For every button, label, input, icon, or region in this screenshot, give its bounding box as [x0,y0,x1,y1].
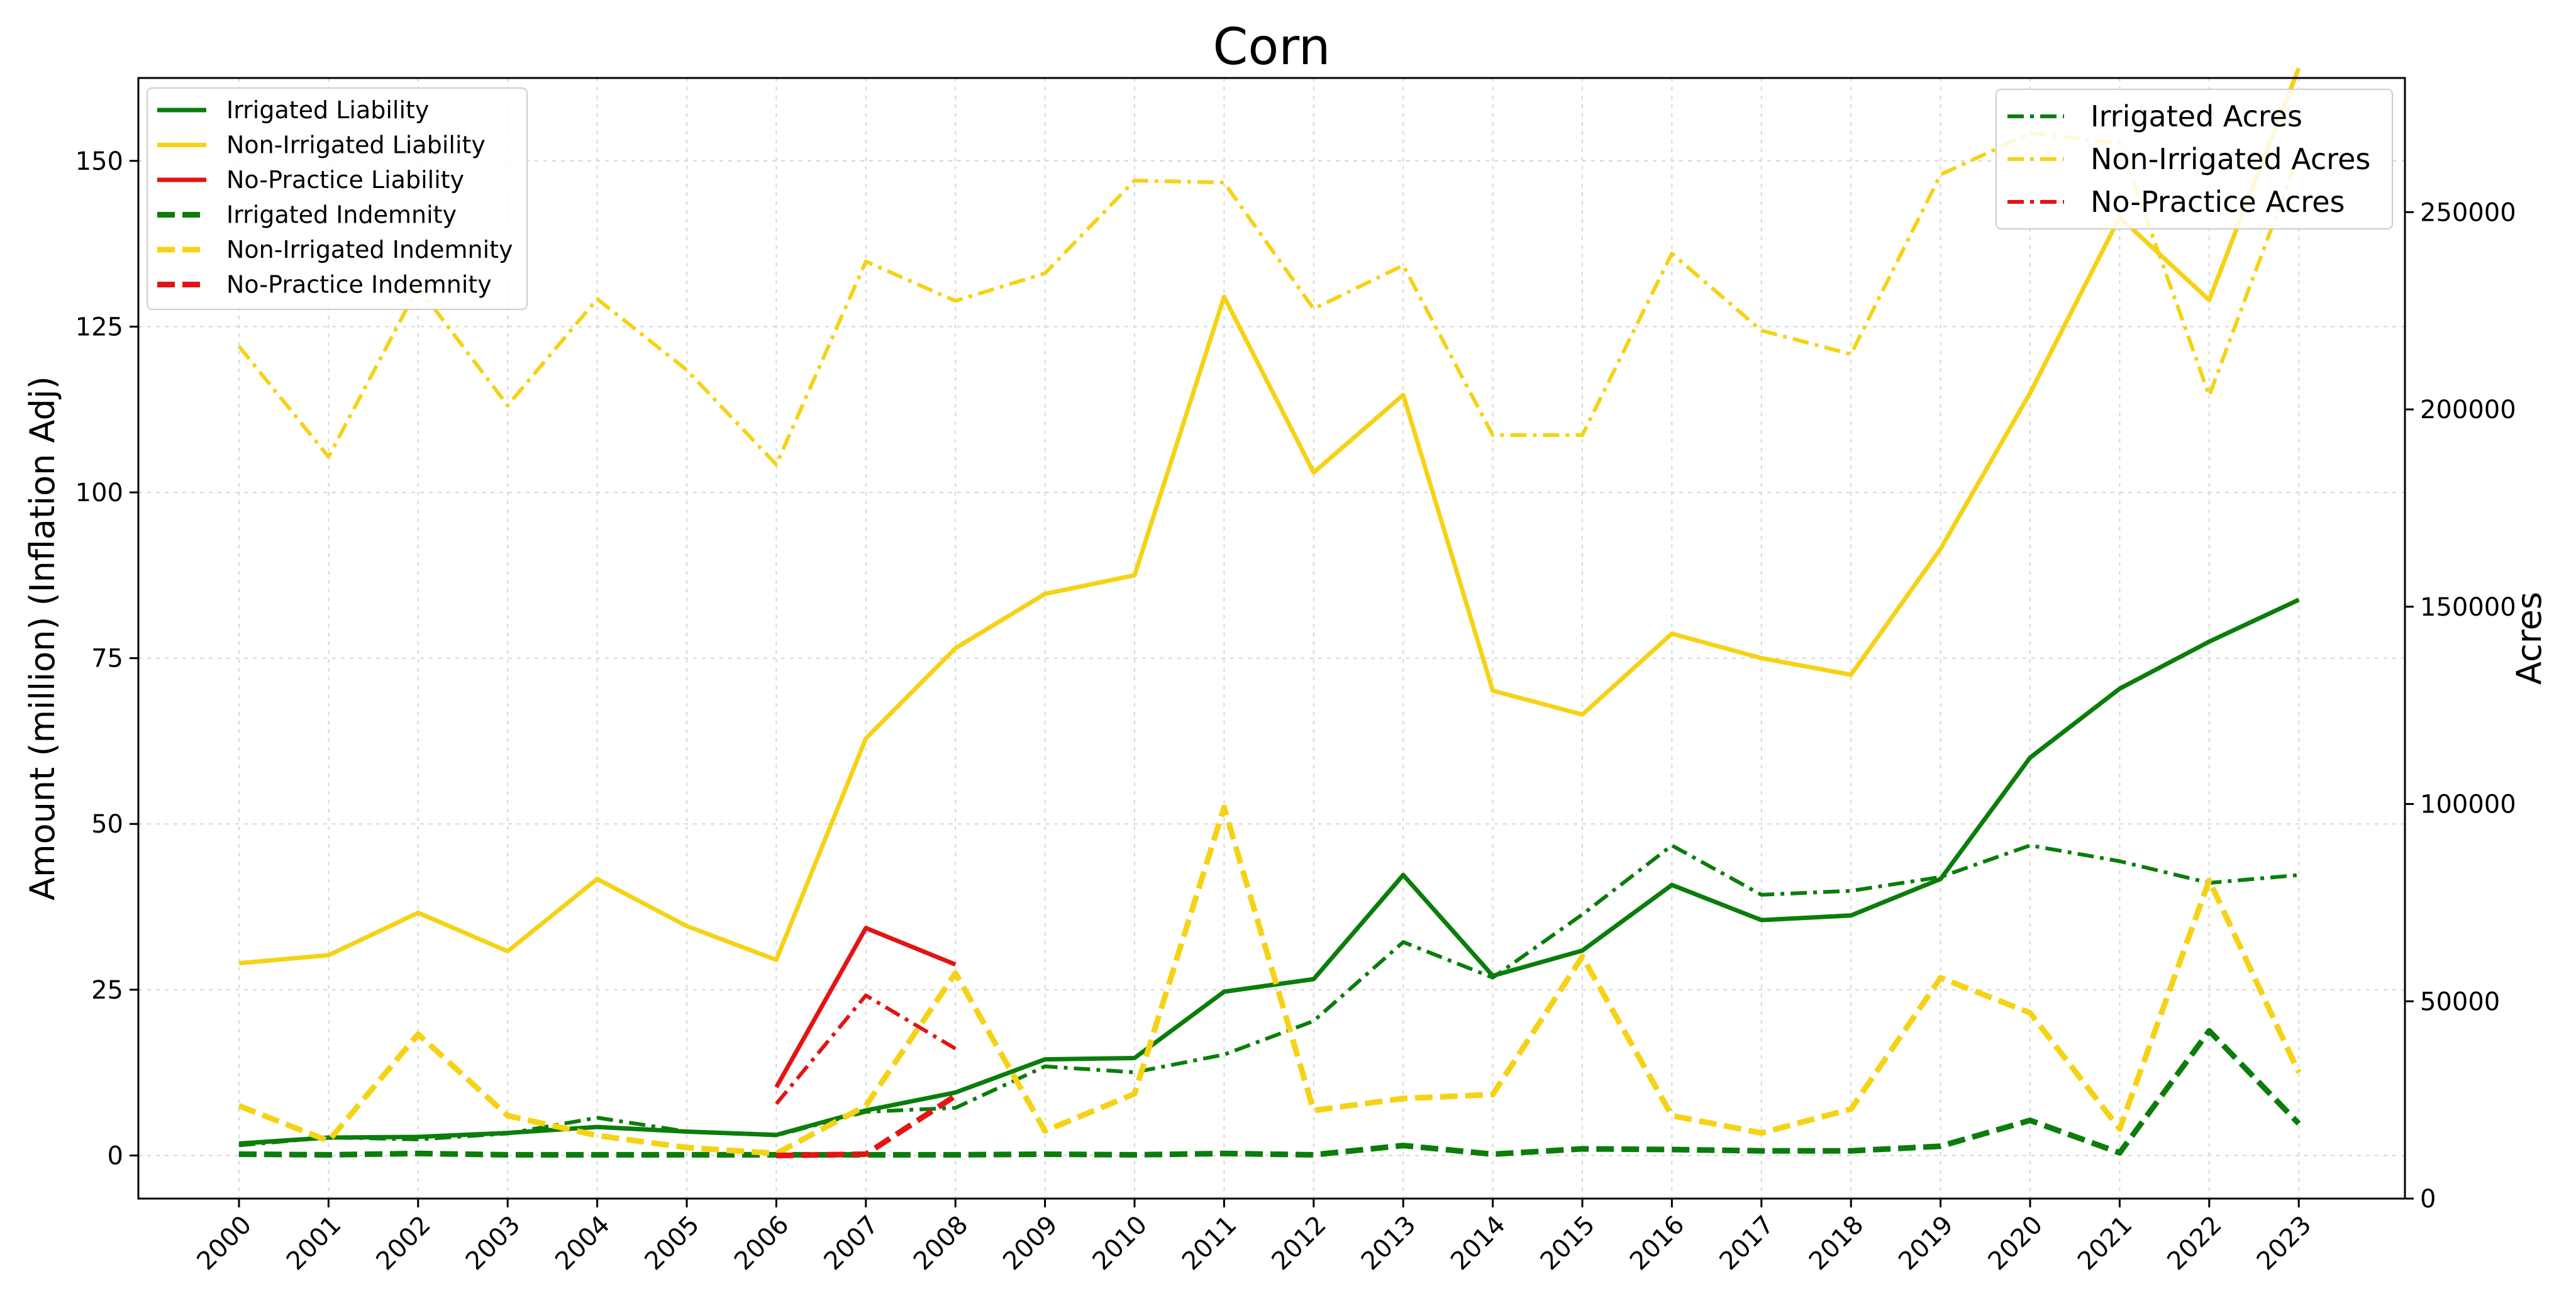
right-y-tick-label: 100000 [2420,790,2516,819]
legend-label-irrigated-liability: Irrigated Liability [226,96,429,124]
x-tick-label: 2019 [1893,1211,1959,1277]
legend-label-no-practice-acres: No-Practice Acres [2090,185,2345,219]
x-tick-label: 2018 [1804,1211,1870,1277]
series-line-no-practice-indemnity [776,1093,957,1158]
x-tick-label: 2001 [281,1211,347,1277]
series-line-non-irrigated-liability [238,67,2301,966]
legend-right-frame [1996,89,2393,230]
left-y-tick-label: 150 [75,147,123,176]
legend-label-non-irrigated-acres: Non-Irrigated Acres [2090,142,2370,176]
x-tick-label: 2016 [1624,1211,1690,1277]
x-tick-label: 2000 [192,1211,258,1277]
x-tick-label: 2004 [550,1211,616,1277]
x-tick-label: 2007 [818,1211,884,1277]
series-line-irrigated-liability [238,597,2300,1146]
left-y-tick-label: 50 [91,810,123,839]
plot-frame [137,77,2406,1200]
right-y-tick-label: 0 [2420,1185,2436,1214]
x-tick-label: 2008 [908,1211,974,1277]
series-line-non-irrigated-acres [237,131,2301,467]
left-y-axis: 0 25 50 75 100 125 150 [75,147,138,1170]
x-tick-label: 2010 [1087,1211,1153,1277]
left-y-tick-label: 25 [91,976,123,1005]
left-y-tick-label: 125 [75,313,123,341]
series-line-no-practice-liability [774,926,957,1089]
x-tick-label: 2002 [370,1211,436,1277]
x-tick-label: 2012 [1266,1211,1332,1277]
x-tick-label: 2017 [1714,1211,1780,1277]
x-tick-label: 2011 [1177,1211,1243,1277]
legend-label-no-practice-liability: No-Practice Liability [226,166,464,194]
x-tick-label: 2013 [1356,1211,1422,1277]
right-y-axis-title: Acres [2509,592,2549,685]
x-tick-label: 2021 [2072,1211,2138,1277]
left-y-tick-label: 100 [75,479,123,507]
x-tick-label: 2009 [997,1211,1063,1277]
x-tick-label: 2006 [729,1211,795,1277]
x-tick-label: 2005 [640,1211,706,1277]
legend-right: Irrigated Acres Non-Irrigated Acres No-Pra… [1996,89,2393,230]
legend-label-non-irrigated-liability: Non-Irrigated Liability [226,131,486,159]
left-y-tick-label: 75 [91,645,123,673]
legend-left-frame [147,87,528,310]
legend-label-non-irrigated-indemnity: Non-Irrigated Indemnity [226,236,513,263]
x-tick-label: 2023 [2251,1211,2318,1277]
legend-left: Irrigated Liability Non-Irrigated Liabili… [147,87,528,310]
x-tick-label: 2015 [1535,1211,1601,1277]
series-lines [237,67,2302,1158]
series-line-non-irrigated-indemnity [238,804,2302,1156]
left-y-tick-label: 0 [108,1141,123,1170]
legend-label-irrigated-indemnity: Irrigated Indemnity [226,201,457,229]
right-y-tick-label: 150000 [2420,593,2516,622]
x-axis: 2000 2001 2002 2003 2004 2005 2006 2007 2008 2009… [192,1199,2318,1277]
legend-label-no-practice-indemnity: No-Practice Indemnity [226,271,492,299]
x-tick-label: 2014 [1445,1211,1511,1277]
right-y-tick-label: 50000 [2420,987,2500,1016]
series-line-irrigated-acres [238,843,2299,1148]
right-y-tick-label: 250000 [2420,198,2516,227]
left-y-axis-title: Amount (million) (Inflation Adj) [23,376,62,901]
legend-label-irrigated-acres: Irrigated Acres [2090,99,2302,133]
x-tick-label: 2020 [1983,1211,2049,1277]
chart-title: Corn [1213,18,1331,76]
x-tick-label: 2022 [2162,1211,2228,1277]
x-tick-label: 2003 [460,1211,526,1277]
right-y-axis: 0 50000 100000 150000 200000 250000 [2405,198,2516,1214]
series-line-irrigated-indemnity [238,1028,2301,1158]
series-line-no-practice-acres [775,993,957,1106]
right-y-tick-label: 200000 [2420,396,2516,424]
